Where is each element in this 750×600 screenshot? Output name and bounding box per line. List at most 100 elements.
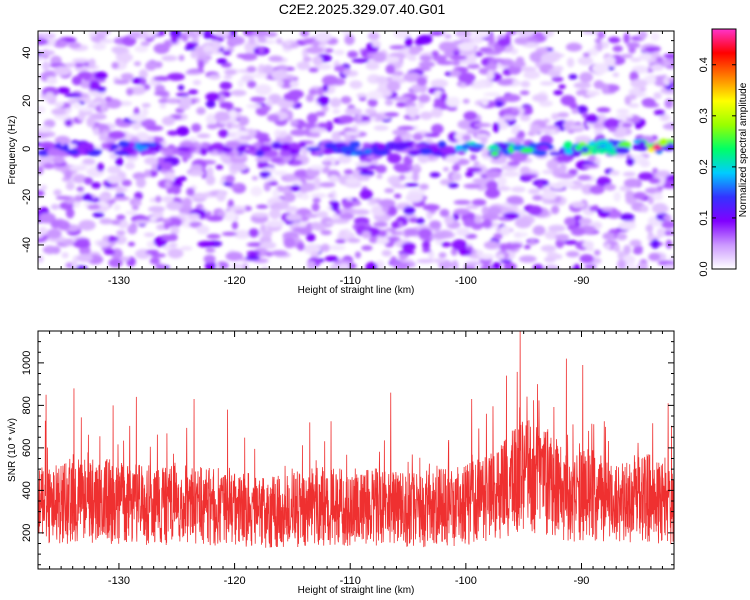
spectrogram-cell: [196, 133, 211, 139]
spectrogram-cell: [116, 230, 126, 236]
spectrogram-cell: [218, 129, 229, 138]
spectrogram-cell: [257, 137, 272, 143]
spectrogram-cell: [173, 176, 183, 187]
spectrogram-cell: [38, 189, 45, 197]
spectrogram-cell: [283, 237, 296, 249]
spectrogram-cell: [216, 58, 228, 65]
spectrogram-cell: [569, 124, 586, 130]
spectrogram-cell: [617, 250, 624, 260]
spectrogram-cell: [623, 32, 630, 44]
spectrogram-cell: [107, 130, 126, 140]
spectrogram-cell: [252, 212, 269, 218]
spectrogram-cell: [145, 249, 159, 255]
spectrogram-cell: [230, 89, 247, 97]
spectrogram-cell: [328, 175, 340, 183]
spectrogram-cell: [416, 258, 435, 264]
spectrogram-cell: [214, 111, 230, 122]
spectrogram-cell: [54, 101, 65, 108]
spectrogram-cell: [651, 238, 660, 249]
spectrogram-cell: [340, 145, 356, 154]
spectrogram-cell: [515, 56, 525, 66]
spectrogram-cell: [546, 159, 559, 170]
spectrogram-cell: [277, 79, 284, 87]
spectrogram-cell: [644, 46, 661, 52]
spectrogram-cell: [416, 76, 428, 86]
spectrogram-cell: [390, 256, 398, 266]
spectrogram-cell: [206, 233, 221, 239]
spectrogram-cell: [550, 205, 560, 215]
spectrogram-cell: [376, 173, 383, 179]
spectrogram-cell: [69, 165, 88, 171]
spectrogram-cell: [225, 174, 235, 184]
spectrogram-cell: [445, 96, 461, 108]
spectrogram-cell: [369, 116, 377, 121]
spectrogram-cell: [559, 148, 566, 153]
spectrogram-cell: [276, 37, 283, 45]
spectrogram-cell: [126, 87, 134, 96]
spectrogram-cell: [471, 199, 487, 206]
spectrogram-cell: [140, 41, 151, 47]
spectrogram-cell: [490, 151, 499, 157]
spectrogram-cell: [418, 94, 431, 103]
spectrogram-cell: [297, 226, 312, 236]
spectrogram-cell: [153, 43, 170, 54]
spectrogram-cell: [429, 220, 442, 230]
spectrogram-cell: [285, 213, 303, 222]
spectrogram-cell: [553, 90, 564, 96]
spectrogram-cell: [520, 80, 531, 88]
spectrogram-cell: [613, 191, 621, 202]
spectrogram-cell: [271, 141, 282, 150]
spectrogram-cell: [315, 111, 326, 117]
spectrogram-cell: [463, 183, 481, 189]
spectrogram-cell: [444, 34, 452, 39]
spectrogram-cell: [170, 225, 180, 236]
spectrogram-cell: [65, 207, 75, 219]
spectrogram-cell: [237, 79, 245, 88]
spectrogram-cell: [487, 69, 495, 81]
spectrogram-cell: [255, 149, 265, 158]
spectrogram-cell: [620, 53, 634, 59]
spectrogram-cell: [99, 218, 113, 225]
spectrogram-cell: [324, 142, 337, 149]
spectrogram-cell: [474, 214, 482, 224]
spectrogram-cell: [168, 233, 178, 242]
spectrogram-cell: [604, 243, 611, 250]
spectrogram-cell: [364, 108, 377, 115]
spectrogram-cell: [338, 115, 355, 124]
spectrogram-cell: [38, 38, 48, 46]
spectrogram-cell: [519, 90, 530, 96]
spectrogram-cell: [403, 228, 419, 237]
spectrogram-cell: [184, 45, 197, 51]
spectrogram-cell: [632, 247, 643, 255]
spectrogram-cell: [178, 205, 193, 215]
snr-series-line: [38, 331, 674, 548]
spectrogram-cell: [300, 182, 316, 192]
spectrogram-cell: [655, 57, 663, 62]
spectrogram-cell: [72, 101, 81, 109]
spectrogram-cell: [579, 72, 594, 83]
spectrogram-cell: [131, 205, 139, 211]
spectrogram-cell: [398, 174, 406, 181]
spectrogram-cell: [128, 31, 141, 39]
spectrogram-cell: [429, 172, 441, 178]
spectrogram-cell: [259, 241, 277, 250]
spectrogram-cell: [639, 159, 651, 168]
spectrogram-cell: [304, 213, 319, 218]
spectrogram-cell: [51, 246, 61, 255]
spectrogram-cell: [573, 82, 592, 89]
spectrogram-cell: [210, 142, 225, 151]
spectrogram-cell: [261, 266, 269, 269]
spectrogram-cell: [578, 89, 588, 95]
spectrogram-cell: [408, 47, 421, 56]
spectrogram-cell: [486, 62, 498, 71]
spectrogram-cell: [334, 65, 346, 72]
spectrogram-cell: [205, 113, 217, 125]
spectrogram-cell: [340, 96, 352, 104]
spectrogram-cell: [381, 249, 392, 257]
spectrogram-cell: [102, 235, 109, 242]
spectrogram-cell: [376, 237, 390, 245]
spectrogram-cell: [423, 133, 440, 138]
spectrogram-cell: [554, 195, 562, 203]
spectrogram-cell: [115, 185, 124, 195]
colorbar-frame: [711, 28, 737, 270]
